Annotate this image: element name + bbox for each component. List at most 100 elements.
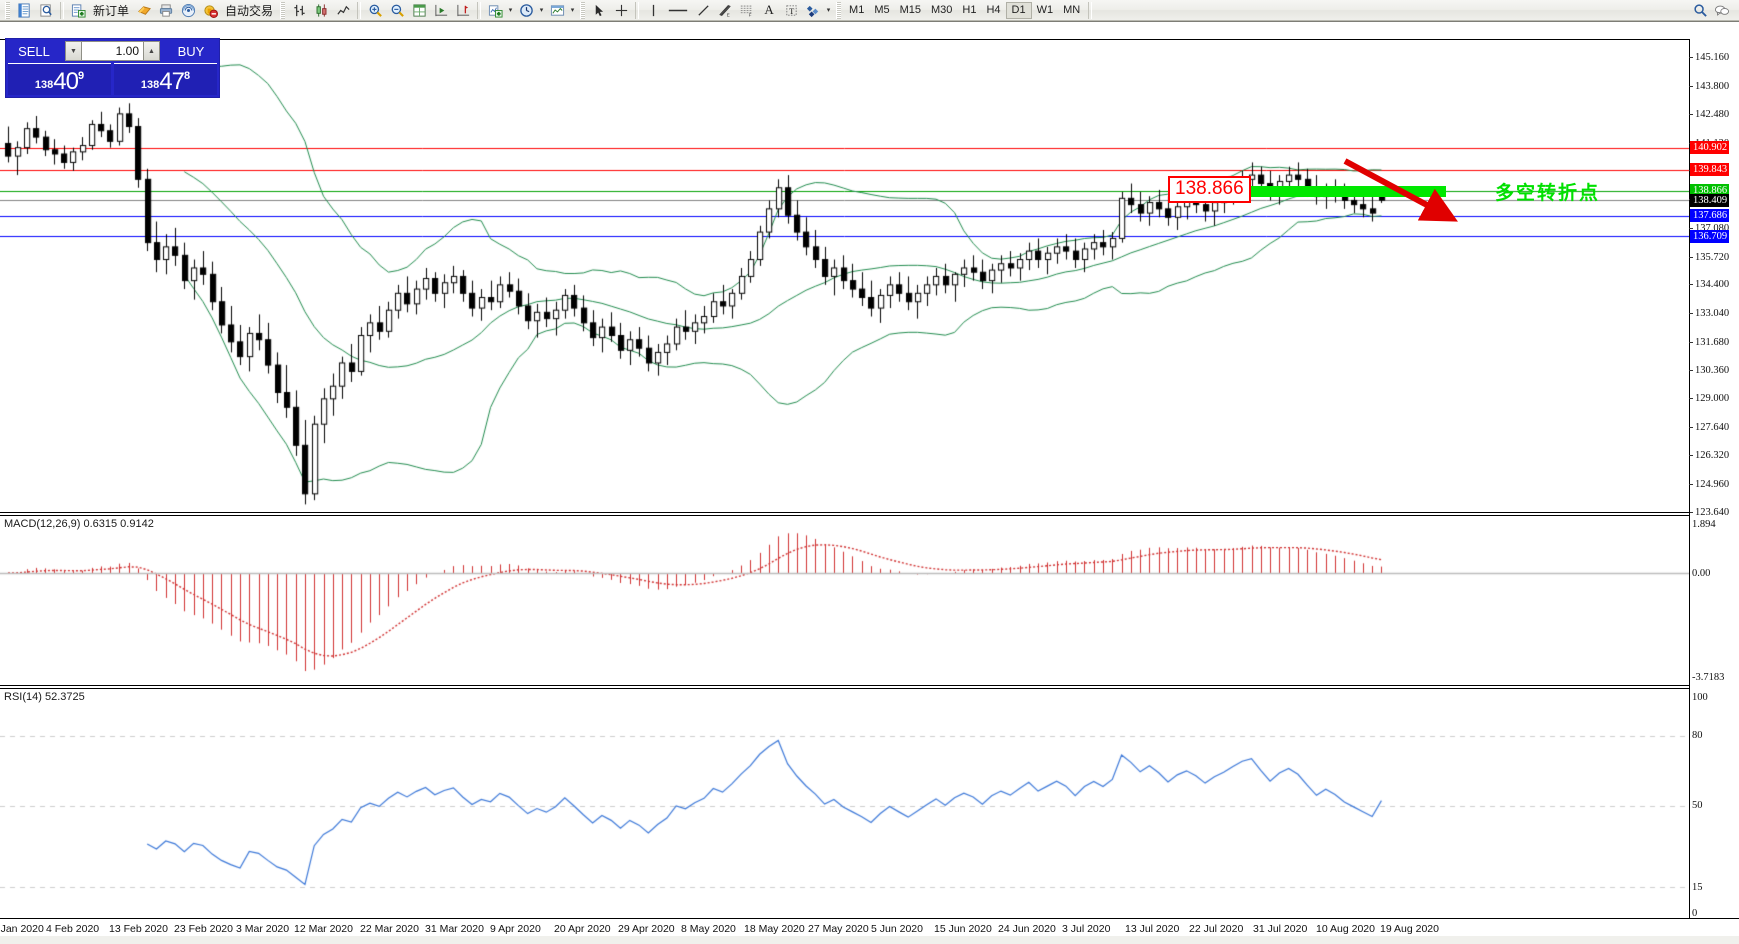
timeframe-m15[interactable]: M15 bbox=[899, 4, 921, 16]
toolbar-gripper-3[interactable] bbox=[580, 1, 586, 19]
printer-icon[interactable] bbox=[155, 1, 177, 20]
timeframe-h4[interactable]: H4 bbox=[986, 4, 1001, 16]
macd-scale[interactable]: 1.894 0.00 -3.7183 bbox=[1689, 516, 1738, 685]
new-chart-icon[interactable] bbox=[13, 1, 35, 20]
timeframe-m30[interactable]: M30 bbox=[931, 4, 953, 16]
buy-label[interactable]: BUY bbox=[163, 39, 219, 63]
price-level-badge[interactable]: 136.709 bbox=[1690, 229, 1730, 243]
one-click-trading-panel[interactable]: SELL ▼ 1.00 ▲ BUY 138 40 9 138 47 8 bbox=[5, 38, 220, 98]
cursor-icon[interactable] bbox=[588, 1, 610, 20]
rsi-pane[interactable] bbox=[0, 689, 1689, 922]
chat-icon[interactable] bbox=[1711, 1, 1733, 20]
toolbar-separator-2 bbox=[357, 1, 362, 19]
trendline-icon[interactable] bbox=[692, 1, 714, 20]
fibonacci-retracement-icon[interactable]: F bbox=[736, 1, 758, 20]
date-axis-label: 3 Mar 2020 bbox=[236, 923, 290, 935]
svg-text:T: T bbox=[789, 5, 794, 15]
volume-decrease-button[interactable]: ▼ bbox=[65, 41, 82, 61]
timeframe-m1[interactable]: M1 bbox=[849, 4, 865, 16]
shapes-dropdown-caret[interactable]: ▾ bbox=[826, 7, 831, 14]
candlestick-chart-icon[interactable] bbox=[310, 1, 332, 20]
sell-price-main: 40 bbox=[53, 68, 79, 96]
macd-tick-label: 1.894 bbox=[1692, 518, 1716, 530]
tick-dash bbox=[1689, 113, 1693, 115]
price-scale[interactable]: 145.160143.800142.480141.120139.800138.4… bbox=[1689, 40, 1738, 518]
date-axis-label: 8 May 2020 bbox=[681, 923, 736, 935]
search-icon[interactable] bbox=[1689, 1, 1711, 20]
timeframe-m5[interactable]: M5 bbox=[874, 4, 890, 16]
profiles-icon[interactable] bbox=[35, 1, 57, 20]
timeframe-w1[interactable]: W1 bbox=[1036, 4, 1054, 16]
toolbar-gripper-2[interactable] bbox=[280, 1, 286, 19]
chart-top-border bbox=[0, 39, 1689, 40]
price-tick: 131.680 bbox=[1689, 336, 1729, 348]
text-icon[interactable]: A bbox=[758, 1, 780, 20]
price-tick-label: 126.320 bbox=[1695, 449, 1730, 461]
date-axis-label: 22 Mar 2020 bbox=[360, 923, 419, 935]
timeframe-d1[interactable]: D1 bbox=[1005, 1, 1032, 19]
equidistant-channel-icon[interactable]: E bbox=[714, 1, 736, 20]
template-icon[interactable] bbox=[546, 1, 568, 20]
horizontal-line-icon[interactable] bbox=[664, 1, 692, 20]
new-order-button[interactable]: 新订单 bbox=[93, 3, 130, 18]
zoom-out-icon[interactable] bbox=[386, 1, 408, 20]
price-tick-label: 129.000 bbox=[1695, 393, 1730, 405]
templates-dropdown-caret[interactable]: ▾ bbox=[570, 7, 575, 14]
text-label-icon[interactable]: T bbox=[780, 1, 802, 20]
indicators-icon[interactable] bbox=[484, 1, 506, 20]
volume-increase-button[interactable]: ▲ bbox=[143, 41, 160, 61]
rsi-tick-label: 80 bbox=[1692, 730, 1703, 742]
timeframe-mn[interactable]: MN bbox=[1063, 4, 1081, 16]
macd-tick-label: 0.00 bbox=[1692, 567, 1711, 579]
horizontal-scrollbar[interactable] bbox=[0, 936, 1739, 944]
rsi-scale-axis bbox=[1689, 689, 1690, 922]
tick-dash bbox=[1689, 284, 1693, 286]
price-level-badge[interactable]: 137.686 bbox=[1690, 209, 1730, 222]
sell-label[interactable]: SELL bbox=[6, 39, 62, 63]
autotrading-button[interactable]: 自动交易 bbox=[225, 3, 274, 18]
signal-icon[interactable] bbox=[177, 1, 199, 20]
chart-window[interactable]: ▲GBPJPY-,Daily 138.606 138.988 138.280 1… bbox=[0, 21, 1739, 940]
periods-dropdown-caret[interactable]: ▾ bbox=[539, 7, 544, 14]
clock-icon[interactable] bbox=[515, 1, 537, 20]
expert-advisors-icon[interactable] bbox=[133, 1, 155, 20]
rsi-tick: 100 bbox=[1689, 691, 1708, 703]
buy-price-main: 47 bbox=[159, 68, 185, 96]
shapes-icon[interactable] bbox=[802, 1, 824, 20]
toolbar-gripper-1[interactable] bbox=[5, 1, 10, 19]
toolbar-gripper-4[interactable] bbox=[836, 1, 842, 19]
price-level-badge[interactable]: 139.843 bbox=[1690, 163, 1730, 177]
volume-stepper[interactable]: ▼ 1.00 ▲ bbox=[65, 41, 160, 61]
toolbar-separator-3 bbox=[477, 1, 482, 19]
indicators-dropdown-caret[interactable]: ▾ bbox=[508, 7, 513, 14]
zoom-in-icon[interactable] bbox=[364, 1, 386, 20]
timeframe-h1[interactable]: H1 bbox=[962, 4, 977, 16]
price-tick-label: 127.640 bbox=[1695, 422, 1730, 434]
rsi-tick-label: 100 bbox=[1692, 691, 1708, 703]
sell-price-button[interactable]: 138 40 9 bbox=[8, 63, 111, 95]
price-level-badge[interactable]: 138.409 bbox=[1690, 193, 1730, 207]
date-axis-label: 13 Jul 2020 bbox=[1125, 923, 1180, 935]
price-tick-label: 131.680 bbox=[1695, 336, 1730, 348]
new-order-icon[interactable] bbox=[67, 1, 89, 20]
autoscroll-icon[interactable] bbox=[430, 1, 452, 20]
date-axis-label: 18 May 2020 bbox=[744, 923, 805, 935]
macd-tick: -3.7183 bbox=[1689, 671, 1724, 683]
price-tick-label: 130.360 bbox=[1695, 364, 1730, 376]
bar-chart-icon[interactable] bbox=[288, 1, 310, 20]
volume-input[interactable]: 1.00 bbox=[82, 41, 143, 61]
autotrading-icon[interactable] bbox=[199, 1, 221, 20]
chart-shift-icon[interactable] bbox=[452, 1, 474, 20]
tick-dash bbox=[1689, 227, 1693, 229]
macd-pane[interactable] bbox=[0, 516, 1689, 685]
buy-price-button[interactable]: 138 47 8 bbox=[114, 63, 217, 95]
price-level-badge[interactable]: 140.902 bbox=[1690, 141, 1730, 155]
vertical-line-icon[interactable] bbox=[642, 1, 664, 20]
rsi-scale[interactable]: 100 80 50 15 0 bbox=[1689, 689, 1738, 922]
crosshair-icon[interactable] bbox=[610, 1, 632, 20]
annotation-price-box[interactable]: 138.866 bbox=[1168, 175, 1251, 204]
price-pane[interactable] bbox=[0, 40, 1689, 512]
grid-icon[interactable] bbox=[408, 1, 430, 20]
line-chart-icon[interactable] bbox=[332, 1, 354, 20]
